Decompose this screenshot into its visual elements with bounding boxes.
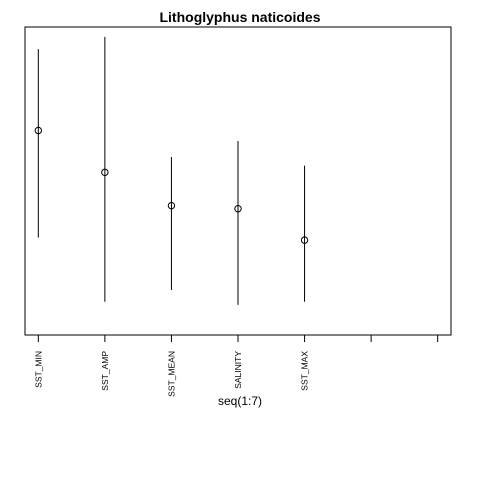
- x-tick-label: SALINITY: [233, 351, 243, 389]
- data-point: [34, 126, 43, 135]
- data-point: [167, 201, 176, 210]
- x-tick-label: SST_MIN: [33, 351, 43, 388]
- x-axis-label: seq(1:7): [218, 394, 262, 408]
- data-point: [234, 205, 242, 213]
- x-axis: SST_MIN SST_AMP SST_MEAN SALINITY SST_MAX: [33, 334, 439, 397]
- x-tick-label: SST_AMP: [100, 351, 110, 391]
- x-tick-label: SST_MAX: [300, 351, 310, 391]
- data-point: [101, 168, 109, 177]
- chart-title: Lithoglyphus naticoides: [159, 9, 320, 25]
- x-tick-label: SST_MEAN: [166, 351, 176, 397]
- data-point: [300, 236, 309, 244]
- data-marks: [34, 36, 309, 305]
